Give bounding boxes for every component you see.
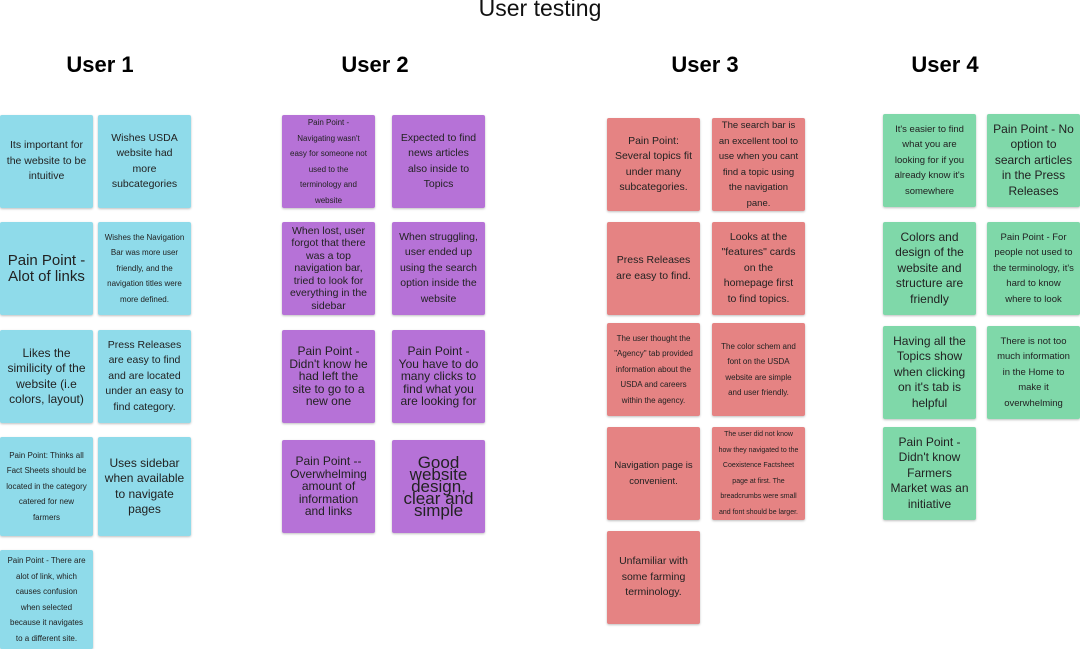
board-title: User testing	[478, 0, 602, 21]
sticky-note[interactable]: Press Releases are easy to find and are …	[98, 330, 191, 423]
sticky-note[interactable]: Unfamiliar with some farming terminology…	[607, 531, 700, 624]
sticky-note[interactable]: It's easier to find what you are looking…	[883, 114, 976, 207]
sticky-note[interactable]: Uses sidebar when available to navigate …	[98, 437, 191, 536]
sticky-note[interactable]: Pain Point: Several topics fit under man…	[607, 118, 700, 211]
sticky-note[interactable]: Wishes USDA website had more subcategori…	[98, 115, 191, 208]
column-title-user-1: User 1	[66, 52, 134, 77]
column-title-user-4: User 4	[911, 52, 979, 77]
sticky-note[interactable]: Pain Point - Didn't know he had left the…	[282, 330, 375, 423]
sticky-note[interactable]: Good website design, clear and simple	[392, 440, 485, 533]
sticky-note[interactable]: Navigation page is convenient.	[607, 427, 700, 520]
sticky-note[interactable]: Likes the similicity of the website (i.e…	[0, 330, 93, 423]
sticky-note[interactable]: Having all the Topics show when clicking…	[883, 326, 976, 419]
sticky-note[interactable]: The color schem and font on the USDA web…	[712, 323, 805, 416]
sticky-note[interactable]: Pain Point - Alot of links	[0, 222, 93, 315]
sticky-note[interactable]: Pain Point - Navigating wasn't easy for …	[282, 115, 375, 208]
sticky-note[interactable]: Pain Point - For people not used to the …	[987, 222, 1080, 315]
sticky-note[interactable]: Its important for the website to be intu…	[0, 115, 93, 208]
sticky-note[interactable]: Colors and design of the website and str…	[883, 222, 976, 315]
sticky-note[interactable]: Looks at the "features" cards on the hom…	[712, 222, 805, 315]
sticky-note[interactable]: Wishes the Navigation Bar was more user …	[98, 222, 191, 315]
column-title-user-3: User 3	[671, 52, 739, 77]
sticky-note[interactable]: Pain Point - Didn't know Farmers Market …	[883, 427, 976, 520]
sticky-note[interactable]: Pain Point - There are alot of link, whi…	[0, 550, 93, 649]
sticky-note[interactable]: Pain Point - No option to search article…	[987, 114, 1080, 207]
column-title-user-2: User 2	[341, 52, 409, 77]
sticky-note[interactable]: Expected to find news articles also insi…	[392, 115, 485, 208]
sticky-note[interactable]: When lost, user forgot that there was a …	[282, 222, 375, 315]
sticky-note[interactable]: There is not too much information in the…	[987, 326, 1080, 419]
sticky-note[interactable]: The user thought the "Agency" tab provid…	[607, 323, 700, 416]
sticky-note[interactable]: Press Releases are easy to find.	[607, 222, 700, 315]
sticky-note[interactable]: Pain Point: Thinks all Fact Sheets shoul…	[0, 437, 93, 536]
sticky-note[interactable]: The search bar is an excellent tool to u…	[712, 118, 805, 211]
sticky-note[interactable]: The user did not know how they navigated…	[712, 427, 805, 520]
sticky-note[interactable]: Pain Point -- Overwhelming amount of inf…	[282, 440, 375, 533]
sticky-note[interactable]: Pain Point - You have to do many clicks …	[392, 330, 485, 423]
sticky-note[interactable]: When struggling, user ended up using the…	[392, 222, 485, 315]
